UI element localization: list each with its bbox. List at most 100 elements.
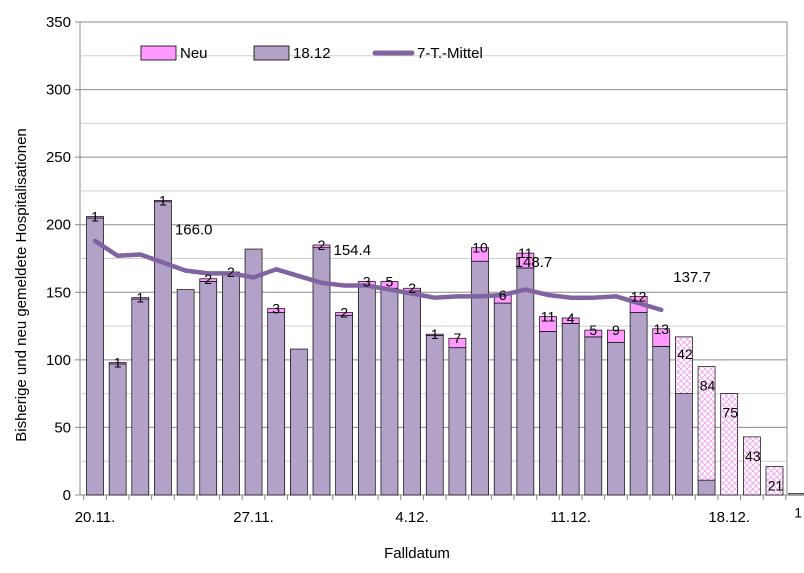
legend-label-neu: Neu [180,45,208,62]
y-tick-label: 250 [46,149,71,166]
neu-data-label: 11 [541,309,556,325]
neu-data-label: 21 [768,478,784,494]
bar-neu [425,333,444,336]
bar-neu [584,329,603,338]
bar-neu [539,316,557,332]
bar-neu [108,362,127,365]
bar-neu [335,312,353,316]
bar-base [131,298,150,496]
bar-neu [652,328,671,347]
bar-neu-hatched [742,436,761,496]
bar-base [176,289,195,496]
bar-base [244,248,263,496]
bar-neu [312,244,331,249]
neu-data-label: 1 [794,505,802,521]
neu-data-label: 1 [431,326,439,342]
bar-base [675,393,693,496]
bar-base [108,363,127,496]
bar-neu [131,297,150,300]
legend-label-base: 18.12 [293,45,331,62]
neu-data-label: 3 [272,301,280,317]
y-tick-label: 150 [46,284,71,301]
bar-neu-hatched [788,493,804,496]
neu-data-label: 2 [340,305,348,321]
neu-data-label: 5 [386,273,394,289]
legend-swatch-base [253,45,290,61]
y-tick-label: 350 [46,14,71,31]
neu-data-label: 2 [227,264,235,280]
x-tick-label: 27.11. [233,509,274,526]
bar-base [516,267,535,496]
bar-neu [561,317,580,324]
bar-base [403,290,421,496]
bar-base [154,201,172,496]
neu-data-label: 2 [318,237,326,253]
bar-base [222,274,240,496]
bar-neu [267,308,286,313]
bar-neu-hatched [675,336,693,394]
bar-base [357,285,376,496]
x-tick-label: 11.12. [550,509,591,526]
neu-data-label: 42 [677,346,693,362]
legend: Neu 18.12 7-T.-Mittel [140,45,483,62]
bar-base [86,217,104,496]
bar-base [561,323,580,496]
y-axis-ticks: 0 50 100 150 200 250 300 350 [46,14,71,504]
bar-base [629,312,648,496]
bar-neu [516,252,535,269]
bar-base [652,345,671,496]
y-axis-title: Bisherige und neu gemeldete Hospitalisat… [13,128,30,442]
y-tick-label: 100 [46,352,71,369]
mittel-annotation: 148.7 [515,254,553,271]
x-axis-ticks: 20.11. 27.11. 4.12. 11.12. 18.12. [75,495,787,526]
bar-base [425,335,444,496]
neu-data-label: 1 [136,290,144,306]
neu-data-label: 43 [745,448,761,464]
bar-base [607,341,625,496]
neu-data-label: 75 [722,405,738,421]
x-tick-label: 20.11. [75,509,116,526]
neu-data-label: 10 [472,240,488,256]
neu-data-label: 84 [700,378,716,394]
mittel-annotation: 137.7 [673,269,711,286]
neu-data-label: 9 [612,322,620,338]
neu-data-label: 1 [91,209,99,225]
bar-base [267,312,286,496]
neu-data-label: 13 [653,321,669,337]
bar-base [493,302,512,496]
x-axis-title: Falldatum [384,545,450,562]
bar-base [290,348,308,496]
bar-neu [403,287,421,292]
bar-base [539,331,557,496]
y-tick-label: 200 [46,217,71,234]
bar-base [697,479,716,496]
neu-data-label: 2 [408,280,416,296]
neu-data-label: 5 [589,322,597,338]
bar-base [199,281,218,496]
bar-neu [607,329,625,343]
neu-data-label: 6 [499,287,507,303]
neu-data-label: 4 [567,310,575,326]
neu-data-label: 1 [114,355,122,371]
legend-label-mittel: 7-T.-Mittel [417,45,483,62]
y-tick-label: 50 [54,419,71,436]
neu-data-label: 12 [631,288,647,304]
neu-data-label: 7 [454,330,462,346]
bar-neu-hatched [720,393,739,496]
bar-neu [154,200,172,203]
x-tick-label: 18.12. [708,509,750,526]
bar-neu [199,278,218,282]
mittel-line-group [92,238,664,313]
bar-base [584,336,603,496]
x-tick-label: 4.12. [395,509,428,526]
mittel-annotation: 154.4 [334,242,372,259]
bar-base [448,347,467,496]
bar-neu-hatched [765,466,784,496]
bars [86,200,804,496]
mittel-line [92,238,664,313]
bar-base [380,287,399,496]
bar-neu [448,337,467,349]
neu-data-label: 3 [363,273,371,289]
